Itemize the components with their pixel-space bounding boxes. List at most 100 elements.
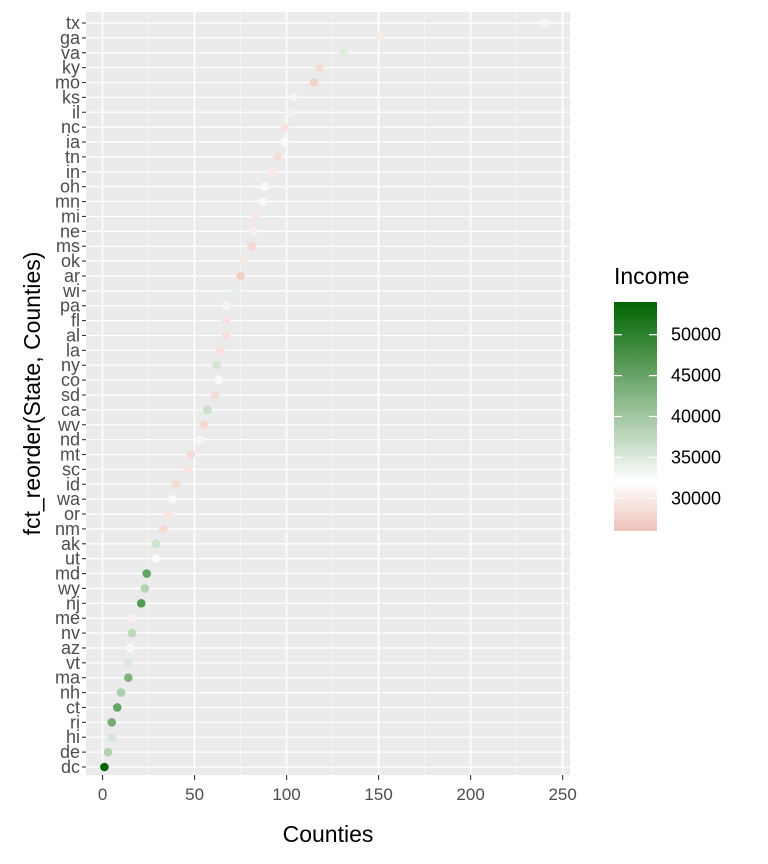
y-tick-label: nd — [60, 430, 80, 450]
point-ms — [247, 241, 256, 251]
point-me — [127, 613, 137, 623]
y-axis: txgavakymoksilnciatninohmnminemsokarwipa… — [55, 13, 86, 777]
point-ny — [212, 360, 221, 370]
point-pa — [221, 301, 231, 311]
point-ma — [124, 673, 133, 683]
legend: Income 30000 35000 40000 45000 50000 — [614, 263, 721, 531]
point-al — [221, 331, 231, 340]
point-fl — [221, 316, 231, 325]
y-tick-label: de — [60, 742, 80, 762]
legend-tick-label: 40000 — [671, 407, 721, 427]
point-va — [339, 48, 348, 58]
y-tick-label: wi — [62, 281, 80, 301]
point-ia — [280, 137, 290, 147]
y-tick-label: ia — [66, 132, 81, 152]
point-ne — [249, 227, 258, 236]
y-tick-label: wv — [57, 415, 80, 435]
y-tick-label: dc — [61, 757, 80, 777]
y-tick-label: pa — [60, 296, 81, 316]
y-tick-label: vt — [66, 653, 80, 673]
point-sc — [182, 465, 192, 474]
y-tick-label: ar — [64, 266, 80, 286]
y-tick-label: ms — [56, 236, 80, 256]
y-tick-label: sd — [61, 385, 80, 405]
y-tick-label: tn — [65, 147, 80, 167]
y-tick-label: ma — [55, 668, 81, 688]
legend-ticks: 30000 35000 40000 45000 50000 — [614, 325, 721, 508]
y-tick-label: ny — [61, 355, 80, 375]
point-wy — [140, 584, 150, 593]
y-tick-label: az — [61, 638, 80, 658]
y-tick-label: nm — [55, 519, 80, 539]
point-ct — [112, 703, 122, 712]
y-tick-label: nv — [61, 623, 80, 643]
point-ak — [151, 539, 161, 549]
y-tick-label: me — [55, 608, 80, 628]
point-tn — [273, 152, 282, 162]
legend-tick-label: 45000 — [671, 366, 721, 386]
y-tick-label: wy — [57, 578, 80, 598]
point-sd — [210, 390, 220, 400]
y-tick-label: ak — [61, 534, 81, 554]
point-mi — [251, 212, 260, 221]
point-vt — [124, 658, 133, 668]
y-tick-label: hi — [66, 727, 80, 747]
point-ok — [239, 256, 249, 266]
x-tick-label: 200 — [456, 785, 484, 804]
point-ca — [203, 405, 212, 415]
x-tick-label: 250 — [548, 785, 576, 804]
y-tick-label: ky — [62, 58, 80, 78]
point-de — [103, 747, 113, 757]
x-tick-label: 100 — [272, 785, 300, 804]
y-tick-label: mo — [55, 73, 80, 93]
gridlines — [86, 12, 570, 775]
point-nj — [136, 599, 146, 608]
point-nd — [195, 435, 205, 444]
x-axis-title: Counties — [283, 821, 374, 847]
point-oh — [260, 182, 269, 191]
x-tick-label: 50 — [185, 785, 204, 804]
point-mt — [186, 450, 196, 459]
point-az — [125, 643, 135, 653]
point-tx — [539, 18, 549, 28]
y-tick-label: ct — [66, 697, 80, 717]
x-tick-label: 0 — [98, 785, 107, 804]
legend-title: Income — [614, 263, 689, 289]
y-axis-title: fct_reorder(State, Counties) — [19, 252, 45, 536]
y-tick-label: nc — [61, 117, 80, 137]
point-ri — [107, 718, 117, 727]
point-in — [267, 167, 277, 177]
y-tick-label: mn — [55, 192, 80, 212]
point-nv — [127, 628, 137, 638]
legend-tick-label: 30000 — [671, 488, 721, 508]
y-tick-label: ri — [70, 712, 80, 732]
point-or — [164, 509, 174, 519]
y-tick-label: co — [61, 370, 80, 390]
y-tick-label: al — [66, 325, 80, 345]
point-co — [214, 375, 223, 385]
y-tick-label: mi — [61, 206, 80, 226]
x-tick-label: 150 — [364, 785, 392, 804]
point-wa — [168, 494, 177, 504]
point-wi — [230, 286, 240, 296]
y-tick-label: md — [55, 564, 80, 584]
x-axis: 0 50 100 150 200 250 — [98, 775, 577, 804]
y-tick-label: oh — [60, 177, 80, 197]
legend-tick-label: 35000 — [671, 447, 721, 467]
point-ut — [151, 554, 161, 563]
y-tick-label: ut — [65, 549, 80, 569]
y-tick-label: ok — [61, 251, 81, 271]
point-nc — [280, 122, 290, 132]
y-tick-label: id — [66, 474, 80, 494]
point-wv — [199, 420, 209, 430]
point-mo — [309, 78, 319, 87]
y-tick-label: la — [66, 340, 81, 360]
point-la — [216, 346, 225, 355]
y-tick-label: il — [72, 102, 80, 122]
y-tick-label: ga — [60, 28, 81, 48]
y-tick-label: nj — [66, 593, 80, 613]
y-tick-label: tx — [66, 13, 80, 33]
y-tick-label: fl — [71, 311, 80, 331]
